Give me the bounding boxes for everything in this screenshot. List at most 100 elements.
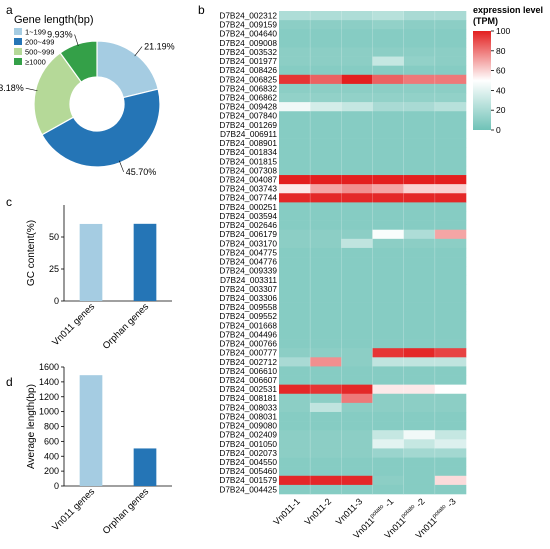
heatmap-cell [341,457,373,467]
heatmap-column-label: Vn011-1 [271,496,302,527]
heatmap-cell [310,220,342,231]
heatmap-cell [341,20,373,30]
heatmap-cell [372,29,404,39]
heatmap-cell [403,129,436,139]
leader-line [119,160,124,173]
heatmap-row-label: D7B24_002312 [219,10,277,20]
heatmap-cell [341,430,373,440]
colorbar-tick-label: 0 [496,125,501,135]
heatmap-cell [372,74,404,85]
heatmap-cell [434,275,467,285]
y-tick-label: 400 [44,451,59,461]
heatmap-cell [434,83,467,94]
heatmap-cell [310,430,342,440]
panel-label-b: b [198,3,205,17]
donut-legend-title: Gene length(bp) [14,14,94,26]
x-tick-label: Orphan genes [101,301,152,352]
heatmap-cell [403,220,436,231]
heatmap-row-label: D7B24_009159 [219,20,277,30]
heatmap-cell [372,211,404,221]
leader-line [134,46,143,57]
heatmap-cell [434,211,467,221]
y-tick-label: 1400 [39,377,59,387]
heatmap-cell [403,47,436,57]
heatmap-cell [341,165,373,176]
heatmap-cell [310,47,342,57]
heatmap-row-label: D7B24_008181 [219,393,277,403]
donut-labels: 21.19% 45.70% 23.18% 9.93% [0,30,175,177]
heatmap-cell [372,65,404,76]
heatmap-cell [310,402,342,413]
leader-line [25,87,38,92]
heatmap-cell [372,375,404,385]
heatmap-cell [403,430,436,440]
heatmap-cell [372,47,404,57]
x-tick-label: Vn011 genes [50,486,97,533]
panel-label-a: a [6,3,13,17]
heatmap-cell [310,439,342,449]
heatmap-cell [403,484,436,495]
heatmap-cell [310,484,342,495]
heatmap-cell [372,184,404,194]
heatmap-cell [434,11,467,21]
heatmap-row-label: D7B24_004640 [219,29,277,39]
heatmap-cell [372,439,404,449]
heatmap-cell [434,393,467,404]
heatmap-cell [403,238,436,249]
colorbar-tick-label: 20 [496,105,506,115]
colorbar-tick-label: 40 [496,85,506,95]
heatmap-cell [372,266,404,276]
heatmap-cell [403,147,436,158]
heatmap-cell [279,74,311,85]
heatmap-cell [279,439,311,449]
heatmap-cell [434,348,467,358]
heatmap-row-label: D7B24_008031 [219,411,277,421]
heatmap-cell [434,339,467,349]
heatmap-cell [403,457,436,467]
heatmap-cell [434,147,467,158]
y-tick-label: 1000 [39,407,59,417]
legend-entry: 1~199 [25,28,46,37]
heatmap-cell [279,220,311,231]
heatmap-cell [279,484,311,495]
heatmap-cell [341,284,373,294]
heatmap-cell [341,402,373,413]
heatmap-cell [279,348,311,358]
heatmap-cell [372,11,404,21]
heatmap-cell [310,238,342,249]
heatmap-cell [341,320,373,331]
y-axis-label: Average length(bp) [26,384,37,469]
y-tick-label: 50 [49,232,59,242]
heatmap-cell [310,302,342,313]
donut-value-label: 21.19% [144,42,175,52]
heatmap-cell [279,156,311,167]
heatmap-cell [310,211,342,221]
heatmap-cell [403,11,436,21]
heatmap-cell [341,238,373,249]
y-tick-label: 25 [49,264,59,274]
heatmap-cell [403,320,436,331]
heatmap-cell [310,20,342,30]
heatmap-cell [403,229,436,240]
heatmap-cell [310,93,342,103]
heatmap-cell [279,11,311,21]
legend-swatch [14,28,22,35]
heatmap-cell [434,229,467,240]
heatmap-row-label: D7B24_004425 [219,484,277,494]
heatmap-cell [310,320,342,331]
heatmap-cell [341,421,373,431]
heatmap-cell [341,411,373,422]
donut-value-label: 9.93% [47,30,73,40]
heatmap-cell [372,284,404,294]
heatmap-cell [310,193,342,203]
heatmap-cell [279,293,311,303]
heatmap-row-label: D7B24_000777 [219,348,277,358]
donut-slice [41,88,161,168]
heatmap-cell [403,193,436,203]
panel-label-c: c [6,195,12,209]
heatmap-cell [372,348,404,358]
heatmap-column-label: Vn011-3 [334,496,365,527]
heatmap-cell [434,448,467,458]
heatmap-cell [434,156,467,167]
